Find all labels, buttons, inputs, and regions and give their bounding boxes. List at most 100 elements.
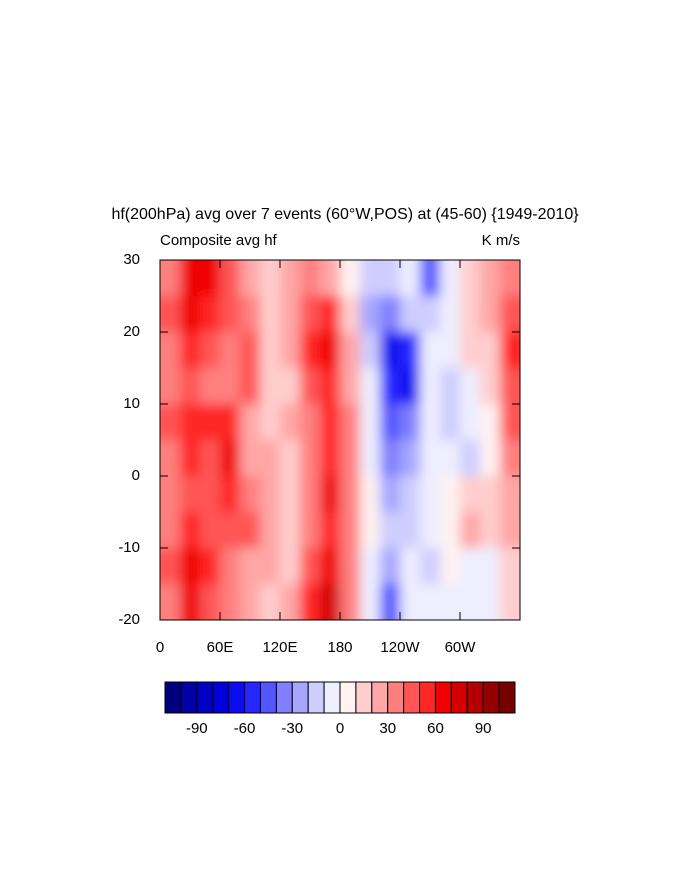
field-cell [160,404,181,441]
field-cell [440,440,461,477]
field-cell [480,548,501,585]
field-cell [420,440,441,477]
field-cell [460,368,481,405]
field-cell [480,368,501,405]
field-cell [240,476,261,513]
field-cell [360,584,381,620]
field-cell [220,404,241,441]
field-cell [380,512,401,549]
field-cell [180,584,201,620]
field-cell [320,260,341,297]
field-cell [360,368,381,405]
field-cell [480,584,501,620]
field-cell [260,332,281,369]
field-cell [240,584,261,620]
field-cell [340,332,361,369]
y-tick-label: 0 [132,467,140,484]
field-cell [160,584,181,620]
field-cell [340,476,361,513]
field-cell [280,440,301,477]
field-cell [360,332,381,369]
field-cell [500,476,520,513]
field-cell [420,512,441,549]
field-cell [440,332,461,369]
field-cell [480,440,501,477]
field-cell [220,440,241,477]
field-cell [300,584,321,620]
field-cells [160,260,520,620]
field-cell [460,476,481,513]
colorbar-box [387,681,405,714]
colorbar-label: -90 [186,720,208,737]
field-cell [380,332,401,369]
field-cell [180,332,201,369]
field-cell [320,404,341,441]
field-cell [420,332,441,369]
field-cell [440,512,461,549]
field-cell [400,440,421,477]
x-tick-label: 0 [156,639,164,656]
field-cell [440,368,461,405]
field-cell [500,440,520,477]
colorbar-box [323,681,341,714]
field-cell [340,404,361,441]
field-cell [420,368,441,405]
colorbar-box [291,681,309,714]
field-cell [420,584,441,620]
field-cell [400,584,421,620]
field-cell [440,548,461,585]
colorbar-box [196,681,214,714]
field-cell [380,296,401,333]
field-cell [280,260,301,297]
field-cell [200,512,221,549]
field-cell [480,512,501,549]
y-tick-label: -10 [118,539,140,556]
field-cell [380,260,401,297]
field-cell [340,584,361,620]
field-cell [280,512,301,549]
field-cell [340,368,361,405]
colorbar-box [466,681,484,714]
field-cell [200,296,221,333]
field-cell [260,440,281,477]
subtitle-left: Composite avg hf [160,232,278,249]
field-cell [220,512,241,549]
field-cell [180,440,201,477]
field-cell [460,332,481,369]
y-tick-label: -20 [118,611,140,628]
colorbar-label: 90 [475,720,492,737]
field-cell [300,332,321,369]
field-cell [400,512,421,549]
field-cell [400,332,421,369]
field-cell [200,332,221,369]
colorbar-box [244,681,261,714]
field-cell [460,440,481,477]
colorbar-box [180,681,198,714]
field-cell [400,368,421,405]
x-tick-label: 180 [327,639,352,656]
field-cell [160,548,181,585]
field-cell [440,476,461,513]
field-cell [200,260,221,297]
field-cell [260,476,281,513]
field-cell [500,548,520,585]
field-cell [500,404,520,441]
colorbar-box [355,681,373,714]
colorbar-label: 30 [379,720,396,737]
field-cell [500,368,520,405]
colorbar-label: 60 [427,720,444,737]
field-cell [280,476,301,513]
field-cell [260,296,281,333]
field-cell [260,260,281,297]
field-cell [220,296,241,333]
field-cell [200,584,221,620]
field-cell [180,296,201,333]
field-cell [480,260,501,297]
x-tick-label: 120E [262,639,297,656]
field-cell [300,476,321,513]
field-cell [380,548,401,585]
field-cell [280,332,301,369]
field-cell [280,584,301,620]
field-cell [220,332,241,369]
